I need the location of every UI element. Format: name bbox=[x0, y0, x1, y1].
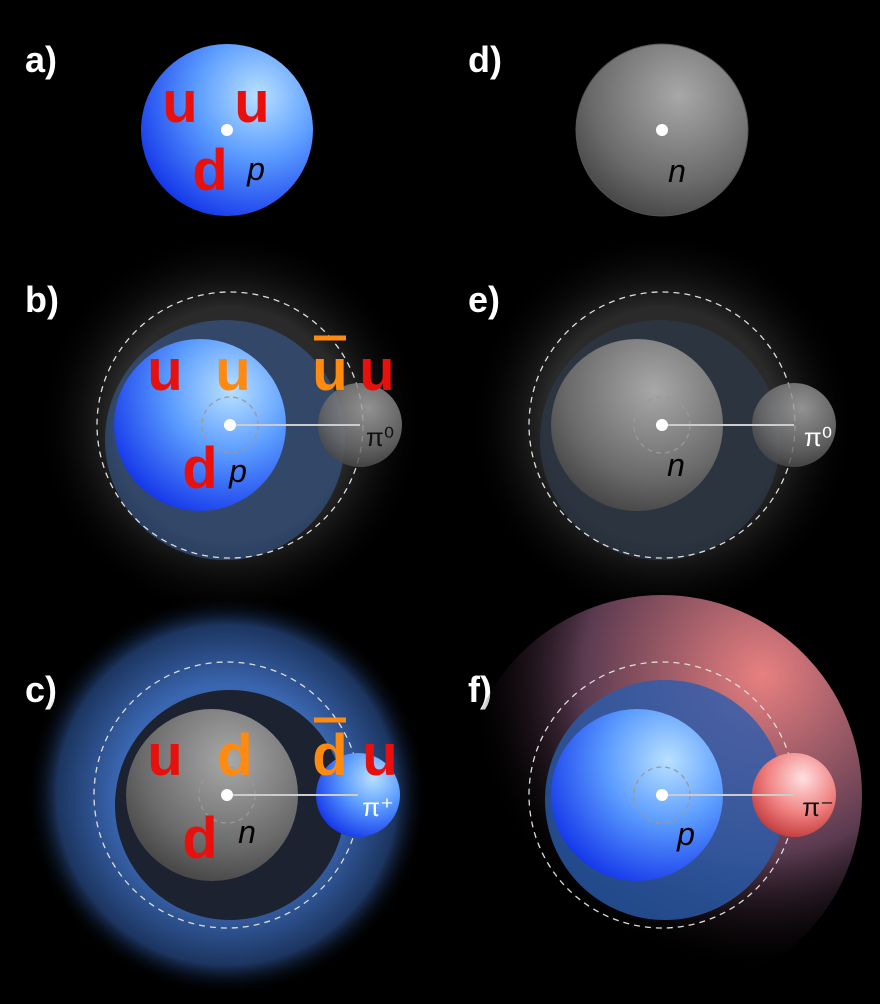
panel-label: d) bbox=[468, 39, 502, 80]
center-dot bbox=[656, 419, 668, 431]
pion-quark: d bbox=[312, 723, 347, 788]
pion-label: π⁺ bbox=[362, 792, 394, 822]
pion-quark: u bbox=[312, 338, 347, 403]
panel-label: b) bbox=[25, 279, 59, 320]
quark: d bbox=[182, 806, 217, 871]
nucleon-label: n bbox=[667, 447, 685, 483]
center-dot bbox=[656, 124, 668, 136]
panel-label: e) bbox=[468, 279, 500, 320]
diagram: a) u u d p d) n b) u u d p u u π⁰ e) n π… bbox=[0, 0, 880, 1004]
quark: d bbox=[192, 138, 227, 203]
quark: u bbox=[215, 338, 250, 403]
pion-quark: u bbox=[362, 723, 397, 788]
nucleon-label: p bbox=[228, 453, 247, 489]
quark: u bbox=[234, 70, 269, 135]
quark: u bbox=[162, 70, 197, 135]
panel-label: a) bbox=[25, 39, 57, 80]
pion-label: π⁻ bbox=[802, 792, 834, 822]
nucleon-label: n bbox=[668, 153, 686, 189]
center-dot bbox=[224, 419, 236, 431]
pion-label: π⁰ bbox=[366, 422, 394, 452]
quark: u bbox=[147, 723, 182, 788]
nucleon-label: p bbox=[246, 151, 265, 187]
quark: d bbox=[182, 436, 217, 501]
quark: u bbox=[147, 338, 182, 403]
center-dot bbox=[656, 789, 668, 801]
pion-quark: u bbox=[359, 338, 394, 403]
nucleon-label: p bbox=[676, 816, 695, 852]
nucleon-label: n bbox=[238, 814, 256, 850]
center-dot bbox=[221, 124, 233, 136]
center-dot bbox=[221, 789, 233, 801]
quark: d bbox=[217, 723, 252, 788]
pion-label: π⁰ bbox=[804, 422, 832, 452]
